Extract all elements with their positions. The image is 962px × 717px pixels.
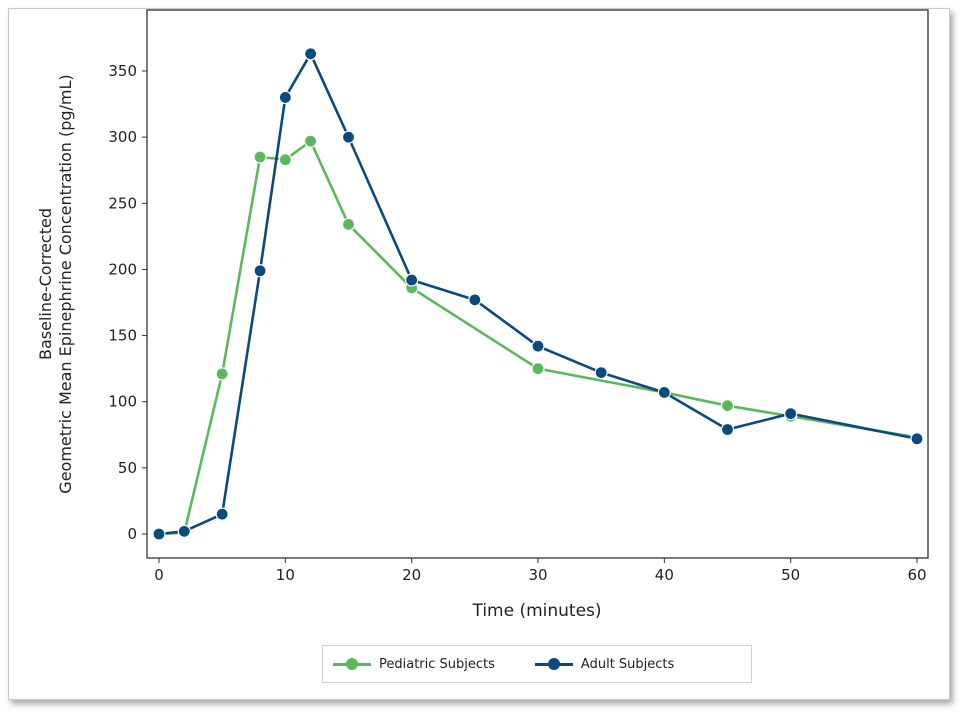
data-point <box>657 385 671 400</box>
legend-item-adult: Adult Subjects <box>534 656 675 672</box>
data-point <box>304 47 318 61</box>
y-tick-label: 200 <box>108 260 137 278</box>
data-point <box>720 399 735 413</box>
y-tick-label: 100 <box>108 393 137 411</box>
y-tick-label: 50 <box>118 459 137 477</box>
data-point <box>341 217 356 232</box>
data-point <box>720 422 735 437</box>
y-tick-label: 300 <box>108 128 137 146</box>
y-tick-label: 0 <box>127 525 137 543</box>
x-axis-label: Time (minutes) <box>471 601 601 621</box>
y-axis-label-line1: Baseline-Corrected <box>36 208 55 360</box>
data-point <box>177 524 191 538</box>
data-point <box>215 367 229 381</box>
data-point <box>531 362 545 376</box>
data-point <box>215 507 229 521</box>
data-point <box>253 150 267 164</box>
data-point <box>594 366 608 380</box>
data-point <box>253 264 267 278</box>
data-point <box>784 407 798 421</box>
x-tick-label: 60 <box>907 566 926 584</box>
y-tick-label: 150 <box>108 327 137 345</box>
y-axis-label-line2: Geometric Mean Epinephrine Concentration… <box>56 74 75 493</box>
series-line <box>158 52 918 536</box>
x-tick-label: 40 <box>655 566 674 584</box>
series-1 <box>152 47 924 541</box>
data-point <box>405 273 419 287</box>
x-tick-label: 50 <box>781 566 800 584</box>
legend-label-pediatric: Pediatric Subjects <box>379 656 495 672</box>
data-point <box>341 130 356 144</box>
data-point <box>278 90 292 105</box>
x-tick-label: 0 <box>154 566 164 584</box>
legend-swatch-pediatric <box>333 657 371 671</box>
series-line <box>158 139 918 536</box>
data-point <box>152 527 166 541</box>
data-point <box>278 153 292 167</box>
x-tick-label: 20 <box>402 566 421 584</box>
legend-item-pediatric: Pediatric Subjects <box>333 657 495 672</box>
legend-swatch-adult <box>534 657 573 671</box>
data-point <box>910 432 924 446</box>
series-0 <box>152 134 924 541</box>
x-tick-label: 10 <box>276 566 295 584</box>
data-point <box>304 134 318 148</box>
data-point <box>468 293 482 307</box>
legend-label-adult: Adult Subjects <box>580 656 675 672</box>
plot-area-border <box>146 9 929 559</box>
chart-frame <box>8 8 950 700</box>
x-tick-label: 30 <box>528 566 547 584</box>
y-tick-label: 250 <box>108 194 137 212</box>
legend: Pediatric Subjects Adult Subjects <box>322 645 752 683</box>
y-tick-label: 350 <box>108 62 137 80</box>
data-point <box>531 339 545 353</box>
